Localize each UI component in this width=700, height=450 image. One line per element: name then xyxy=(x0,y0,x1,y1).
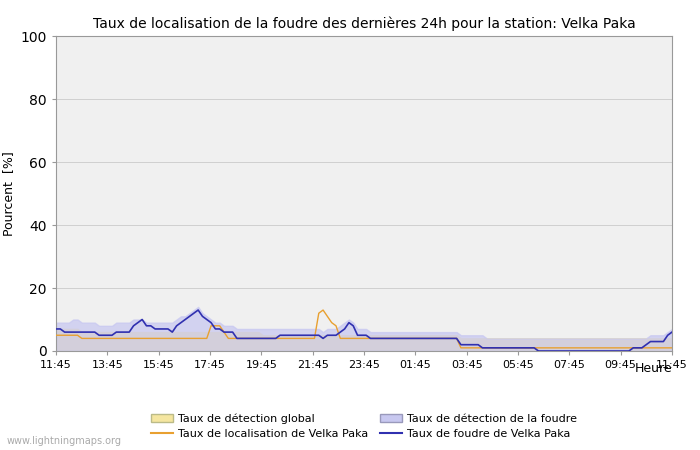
Y-axis label: Pourcent  [%]: Pourcent [%] xyxy=(2,151,15,236)
Text: www.lightningmaps.org: www.lightningmaps.org xyxy=(7,436,122,446)
Title: Taux de localisation de la foudre des dernières 24h pour la station: Velka Paka: Taux de localisation de la foudre des de… xyxy=(92,16,636,31)
Text: Heure: Heure xyxy=(634,362,672,375)
Legend: Taux de détection global, Taux de localisation de Velka Paka, Taux de détection : Taux de détection global, Taux de locali… xyxy=(150,413,578,439)
